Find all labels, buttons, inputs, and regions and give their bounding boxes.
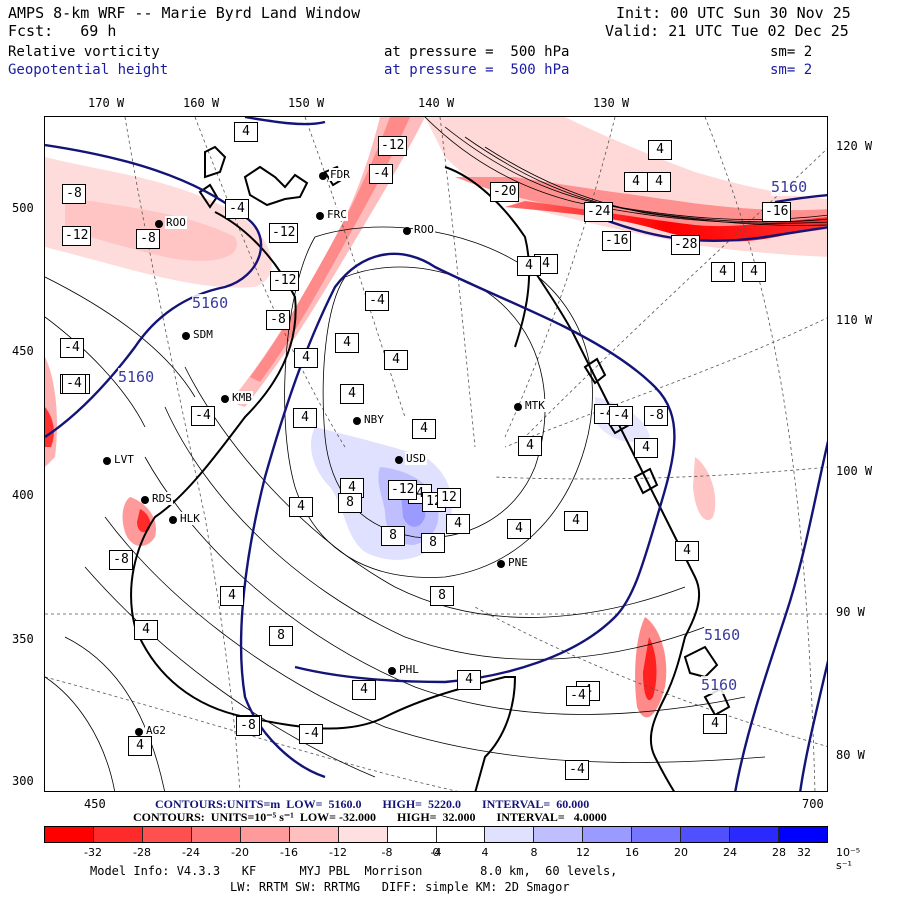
vorticity-contour-info: CONTOURS: UNITS=10⁻⁵ s⁻¹ LOW= -32.000 HI…: [133, 810, 607, 824]
colorbar-swatch: [436, 827, 486, 842]
map-panel: [44, 116, 828, 792]
field2-smoothing: sm= 2: [770, 62, 813, 78]
colorbar-swatch: [730, 827, 780, 842]
field1-level: at pressure = 500 hPa: [384, 44, 570, 60]
colorbar-swatch: [534, 827, 584, 842]
colorbar-swatch: [338, 827, 388, 842]
grid-tick: 350: [12, 632, 34, 646]
colorbar-tick: -28: [133, 846, 151, 859]
lon-label: 120 W: [836, 139, 873, 153]
colorbar-swatch: [681, 827, 731, 842]
colorbar-tick: 8: [530, 846, 538, 859]
field1-smoothing: sm= 2: [770, 44, 813, 60]
lon-label: 80 W: [836, 748, 865, 762]
forecast-hour: Fcst: 69 h: [8, 22, 117, 40]
colorbar-swatch: [240, 827, 290, 842]
height-contour-info: CONTOURS:UNITS=m LOW= 5160.0 HIGH= 5220.…: [155, 797, 590, 811]
colorbar-tick: -4: [430, 846, 442, 859]
grid-tick: 450: [84, 797, 106, 811]
colorbar-tick: 4: [481, 846, 489, 859]
lon-label: 130 W: [593, 96, 630, 110]
colorbar-tick: -32: [84, 846, 102, 859]
lon-label: 110 W: [836, 313, 873, 327]
colorbar-tick: 32: [797, 846, 811, 859]
map-plot: [45, 117, 827, 791]
colorbar-tick: 28: [772, 846, 786, 859]
lon-label: 160 W: [183, 96, 220, 110]
lon-label: 140 W: [418, 96, 455, 110]
colorbar-swatch: [485, 827, 535, 842]
grid-tick: 400: [12, 488, 34, 502]
colorbar-swatch: [632, 827, 682, 842]
colorbar-swatch: [45, 827, 94, 842]
colorbar-tick: -16: [280, 846, 298, 859]
valid-time: Valid: 21 UTC Tue 02 Dec 25: [605, 22, 849, 40]
field2-level: at pressure = 500 hPa: [384, 62, 570, 78]
vorticity-shading: [45, 117, 827, 718]
colorbar-swatch: [191, 827, 241, 842]
field1-name: Relative vorticity: [8, 44, 160, 60]
model-physics: LW: RRTM SW: RRTMG DIFF: simple KM: 2D S…: [230, 880, 570, 894]
colorbar-tick: -24: [182, 846, 200, 859]
lon-label: 150 W: [288, 96, 325, 110]
grid-tick: 700: [802, 797, 824, 811]
colorbar-tick: 0: [432, 846, 440, 859]
colorbar-swatch: [93, 827, 143, 842]
colorbar-swatch: [583, 827, 633, 842]
grid-tick: 450: [12, 344, 34, 358]
colorbar-tick: 12: [576, 846, 590, 859]
init-time: Init: 00 UTC Sun 30 Nov 25: [616, 4, 851, 22]
grid-tick: 300: [12, 774, 34, 788]
colorbar-tick: 24: [723, 846, 737, 859]
colorbar: [44, 826, 828, 843]
colorbar-tick: 20: [674, 846, 688, 859]
model-info: Model Info: V4.3.3 KF MYJ PBL Morrison 8…: [90, 864, 618, 878]
grid-tick: 500: [12, 201, 34, 215]
colorbar-tick: -20: [231, 846, 249, 859]
colorbar-swatch: [779, 827, 827, 842]
lon-label: 170 W: [88, 96, 125, 110]
lon-label: 90 W: [836, 605, 865, 619]
colorbar-tick: -12: [329, 846, 347, 859]
colorbar-ticks: -32 -28 -24 -20 -16 -12 -8 -4 0 4 8 12 1…: [44, 846, 860, 872]
lon-label: 100 W: [836, 464, 873, 478]
colorbar-units: 10⁻⁵ s⁻¹: [836, 846, 861, 872]
colorbar-swatch: [289, 827, 339, 842]
colorbar-tick: 16: [625, 846, 639, 859]
field2-name: Geopotential height: [8, 62, 169, 78]
colorbar-tick: -8: [381, 846, 393, 859]
colorbar-swatch: [142, 827, 192, 842]
colorbar-swatch: [387, 827, 437, 842]
map-title: AMPS 8-km WRF -- Marie Byrd Land Window: [8, 4, 361, 22]
